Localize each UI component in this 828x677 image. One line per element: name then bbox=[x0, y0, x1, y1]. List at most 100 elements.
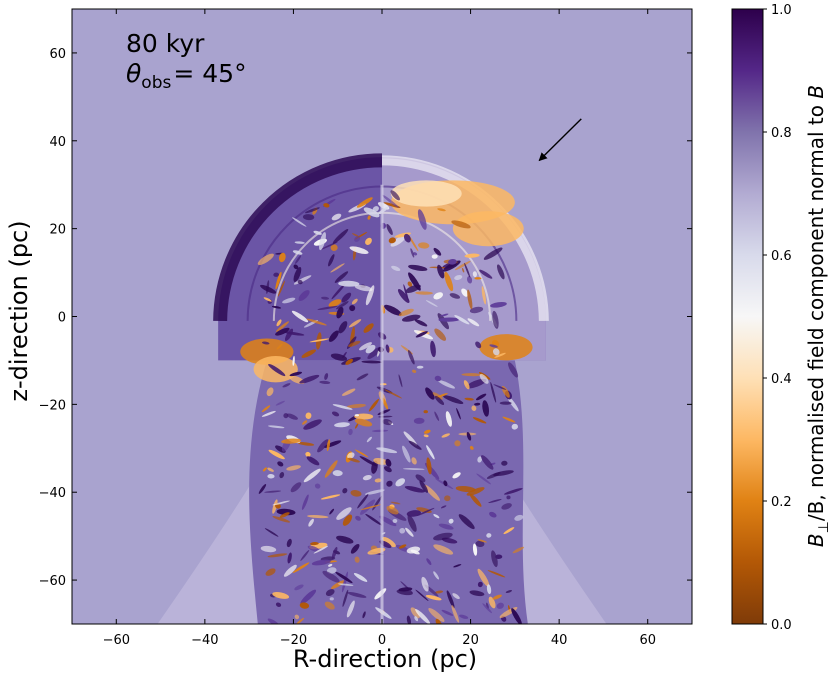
turbulence-blob bbox=[415, 608, 431, 624]
turbulence-blob bbox=[263, 297, 272, 302]
turbulence-blob bbox=[331, 580, 345, 590]
turbulence-blob bbox=[466, 378, 487, 389]
turbulence-blob bbox=[324, 601, 335, 610]
turbulence-blob bbox=[321, 296, 330, 300]
turbulence-blob bbox=[402, 468, 425, 470]
turbulence-blob bbox=[485, 602, 489, 609]
turbulence-blob bbox=[433, 292, 444, 300]
turbulence-blob bbox=[388, 237, 396, 244]
turbulence-blob bbox=[362, 475, 372, 481]
turbulence-blob bbox=[342, 488, 348, 494]
turbulence-blob bbox=[264, 490, 282, 493]
turbulence-blob bbox=[300, 589, 317, 605]
turbulence-blob bbox=[331, 213, 342, 221]
turbulence-blob bbox=[492, 310, 499, 329]
turbulence-blob bbox=[267, 618, 280, 624]
turbulence-blob bbox=[275, 327, 290, 336]
turbulence-blob bbox=[384, 466, 392, 473]
turbulence-blob bbox=[469, 590, 485, 597]
turbulence-blob bbox=[488, 499, 502, 504]
x-axis-label: R-direction (pc) bbox=[293, 645, 477, 673]
turbulence-blob bbox=[320, 494, 341, 500]
turbulence-blob bbox=[416, 365, 424, 369]
turbulence-blob bbox=[403, 431, 418, 446]
turbulence-blob bbox=[281, 438, 302, 444]
x-axis-ticks: −60 −40 −20 0 20 40 60 bbox=[103, 9, 656, 648]
turbulence-blob bbox=[294, 241, 305, 244]
y-tick-label: −60 bbox=[39, 574, 66, 589]
turbulence-blob bbox=[415, 291, 433, 295]
turbulence-blob bbox=[407, 349, 415, 365]
turbulence-blob bbox=[469, 493, 482, 507]
turbulence-blob bbox=[372, 429, 389, 432]
turbulence-blob bbox=[454, 260, 471, 271]
turbulence-blob bbox=[305, 451, 311, 457]
turbulence-blob bbox=[261, 341, 270, 345]
turbulence-blob bbox=[276, 321, 290, 332]
turbulence-blob bbox=[332, 404, 353, 410]
turbulence-blob bbox=[284, 328, 294, 341]
turbulence-blob bbox=[273, 272, 280, 277]
turbulence-blob bbox=[454, 274, 463, 281]
turbulence-blob bbox=[299, 602, 310, 609]
x-tick-label: −20 bbox=[280, 633, 307, 648]
turbulence-blob bbox=[351, 298, 358, 305]
turbulence-blob bbox=[417, 242, 430, 249]
colorbar-label-vec-b: B bbox=[804, 85, 828, 99]
turbulence-blob bbox=[514, 514, 524, 521]
turbulence-blob bbox=[337, 583, 354, 586]
turbulence-blob bbox=[390, 235, 406, 247]
turbulence-blob bbox=[364, 489, 385, 495]
turbulence-blob bbox=[342, 514, 353, 526]
turbulence-blob bbox=[266, 280, 270, 294]
turbulence-blob bbox=[292, 355, 295, 367]
turbulence-blob bbox=[349, 246, 369, 255]
turbulence-blob bbox=[295, 617, 305, 624]
turbulence-blob bbox=[392, 518, 398, 524]
turbulence-blob bbox=[508, 362, 519, 378]
turbulence-blob bbox=[289, 371, 303, 377]
x-tick-label: 20 bbox=[462, 633, 479, 648]
turbulence-blob bbox=[474, 277, 482, 280]
turbulence-blob bbox=[434, 411, 440, 421]
turbulence-blob bbox=[477, 539, 487, 543]
turbulence-blob bbox=[326, 439, 331, 452]
turbulence-blob bbox=[386, 480, 393, 487]
turbulence-blob bbox=[309, 338, 330, 343]
turbulence-blob bbox=[382, 536, 396, 548]
turbulence-blob bbox=[493, 384, 507, 390]
turbulence-blob bbox=[268, 425, 285, 429]
turbulence-blob bbox=[410, 248, 415, 258]
shell-left-rim bbox=[213, 153, 383, 321]
y-tick-label: 20 bbox=[49, 223, 66, 238]
turbulence-blob bbox=[496, 264, 505, 280]
turbulence-blob bbox=[499, 401, 512, 405]
turbulence-blob bbox=[448, 518, 454, 524]
turbulence-blob bbox=[431, 254, 438, 259]
turbulence-blob bbox=[282, 383, 291, 388]
turbulence-blob bbox=[328, 563, 333, 567]
y-axis-label: z-direction (pc) bbox=[5, 220, 33, 401]
turbulence-blob bbox=[443, 480, 448, 487]
turbulence-blob bbox=[451, 220, 471, 229]
x-tick-label: 60 bbox=[639, 633, 656, 648]
turbulence-blob bbox=[464, 397, 474, 401]
colorbar-scale bbox=[731, 8, 764, 625]
turbulence-blob bbox=[328, 254, 335, 267]
turbulence-blob bbox=[345, 358, 353, 365]
turbulence-blob bbox=[258, 484, 267, 494]
turbulence-blob bbox=[438, 317, 460, 322]
turbulence-blob bbox=[373, 457, 388, 465]
turbulence-blob bbox=[437, 208, 446, 212]
turbulence-blob bbox=[277, 280, 285, 297]
turbulence-blob bbox=[305, 207, 320, 214]
turbulence-blob bbox=[453, 564, 462, 568]
turbulence-blob bbox=[367, 215, 371, 220]
turbulence-blob bbox=[449, 293, 461, 299]
angle-subscript: obs bbox=[141, 73, 171, 93]
turbulence-blob bbox=[382, 194, 399, 208]
turbulence-blob bbox=[271, 305, 282, 309]
turbulence-blob bbox=[452, 472, 461, 479]
turbulence-blob bbox=[354, 284, 373, 292]
turbulence-blob bbox=[477, 456, 483, 463]
